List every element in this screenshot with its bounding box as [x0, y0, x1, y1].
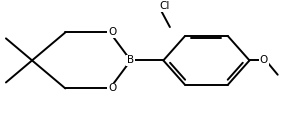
Text: O: O — [260, 55, 268, 65]
Text: O: O — [108, 83, 116, 93]
Text: B: B — [127, 55, 134, 65]
Text: O: O — [108, 27, 116, 37]
Text: Cl: Cl — [159, 1, 169, 11]
